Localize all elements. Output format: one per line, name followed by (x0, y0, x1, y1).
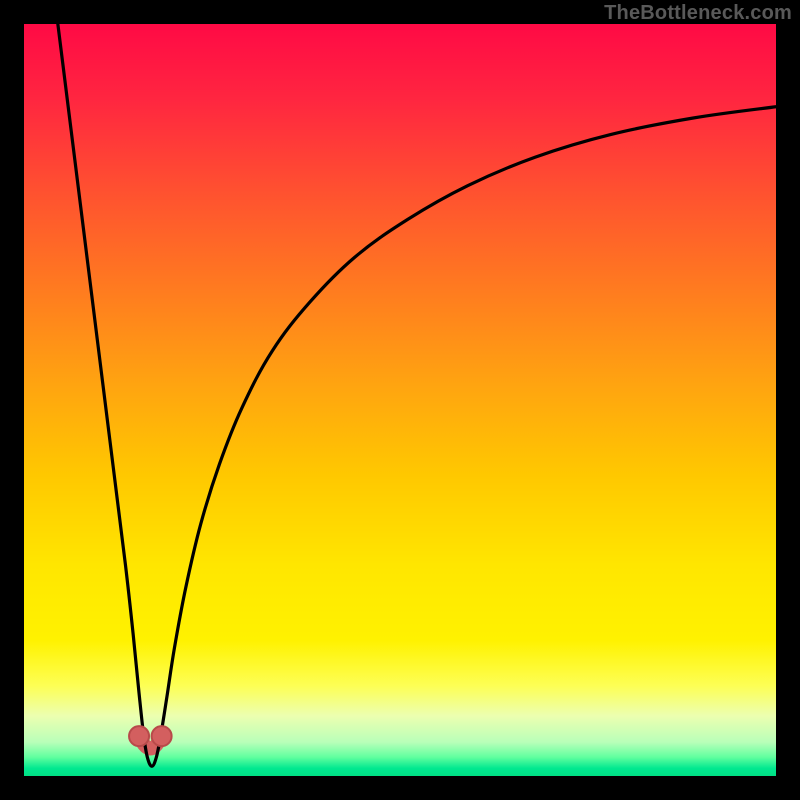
chart-frame: TheBottleneck.com (0, 0, 800, 800)
curve-layer (24, 24, 776, 776)
plot-area (24, 24, 776, 776)
bottleneck-curve (58, 24, 776, 766)
watermark-text: TheBottleneck.com (604, 2, 792, 25)
valley-endpoint-marker (129, 726, 149, 746)
valley-endpoint-marker (152, 726, 172, 746)
